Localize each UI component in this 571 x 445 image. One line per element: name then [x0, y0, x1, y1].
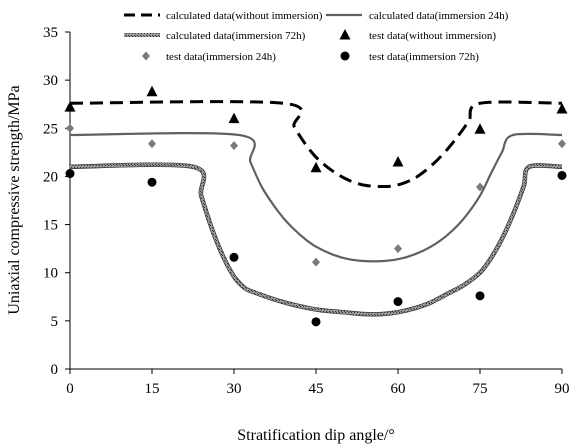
y-axis-title: Uniaxial compressive strength/MPa — [6, 85, 23, 314]
data-point-test-72h — [65, 169, 75, 179]
legend-swatch-calc-72h — [124, 33, 160, 37]
y-ticks: 0 5 10 15 20 25 30 35 — [43, 25, 70, 378]
y-tick-label: 20 — [43, 169, 58, 185]
data-point-test-72h — [147, 177, 157, 187]
data-point-test-without-immersion — [310, 161, 322, 173]
data-point-test-without-immersion — [474, 123, 486, 134]
plot-markers — [64, 85, 568, 327]
series-line-calc-72h-outline — [69, 162, 563, 317]
y-tick-label: 10 — [43, 266, 58, 282]
legend-entry-test-without-immersion: test data(without immersion) — [339, 29, 496, 42]
data-point-test-72h — [557, 170, 567, 180]
data-point-test-24h — [476, 182, 484, 192]
series-line-calc-72h — [69, 163, 563, 316]
legend-marker-circle — [340, 51, 350, 61]
legend-entry-test-24h: test data(immersion 24h) — [142, 51, 276, 63]
x-tick-label: 30 — [227, 381, 242, 397]
y-tick-label: 5 — [51, 314, 59, 330]
legend-entry-test-72h: test data(immersion 72h) — [340, 51, 479, 63]
legend-marker-diamond — [142, 51, 150, 61]
legend-label-test-24h: test data(immersion 24h) — [166, 51, 276, 63]
legend-label-calc-without-immersion: calculated data(without immersion) — [166, 10, 323, 22]
y-tick-label: 35 — [43, 25, 58, 41]
legend-entry-calc-72h: calculated data(immersion 72h) — [124, 30, 306, 42]
legend-marker-triangle — [339, 29, 351, 40]
data-point-test-72h — [311, 317, 321, 327]
legend-entry-calc-without-immersion: calculated data(without immersion) — [124, 10, 323, 22]
x-tick-label: 90 — [555, 381, 570, 397]
legend-label-test-without-immersion: test data(without immersion) — [369, 30, 496, 42]
legend: calculated data(without immersion) calcu… — [124, 10, 509, 63]
data-point-test-72h — [475, 291, 485, 301]
x-tick-label: 15 — [145, 381, 160, 397]
series-line-calc-without-immersion — [69, 100, 563, 189]
y-tick-label: 25 — [43, 121, 58, 137]
x-axis-title: Stratification dip angle/° — [237, 427, 394, 444]
y-tick-label: 0 — [51, 362, 59, 378]
x-ticks: 0 15 30 45 60 75 90 — [66, 369, 570, 397]
data-point-test-without-immersion — [228, 112, 240, 124]
legend-label-calc-24h: calculated data(immersion 24h) — [369, 10, 509, 22]
data-point-test-72h — [229, 252, 239, 262]
series-line-calc-24h — [69, 132, 563, 263]
x-tick-label: 45 — [309, 381, 324, 397]
y-tick-label: 15 — [43, 218, 58, 234]
data-point-test-24h — [148, 139, 156, 149]
data-point-test-72h — [393, 297, 403, 307]
x-tick-label: 75 — [473, 381, 488, 397]
data-point-test-24h — [394, 244, 402, 254]
legend-entry-calc-24h: calculated data(immersion 24h) — [326, 10, 509, 22]
y-tick-label: 30 — [43, 73, 58, 89]
plot-lines — [69, 100, 563, 317]
x-tick-label: 60 — [391, 381, 406, 397]
x-tick-label: 0 — [66, 381, 74, 397]
legend-label-test-72h: test data(immersion 72h) — [369, 51, 479, 63]
data-point-test-24h — [66, 123, 74, 133]
legend-label-calc-72h: calculated data(immersion 72h) — [166, 30, 306, 42]
data-point-test-24h — [558, 139, 566, 149]
data-point-test-without-immersion — [146, 85, 158, 97]
data-point-test-without-immersion — [64, 101, 76, 112]
data-point-test-without-immersion — [556, 103, 568, 114]
data-point-test-24h — [312, 257, 320, 267]
data-point-test-without-immersion — [392, 155, 404, 167]
data-point-test-24h — [230, 141, 238, 151]
